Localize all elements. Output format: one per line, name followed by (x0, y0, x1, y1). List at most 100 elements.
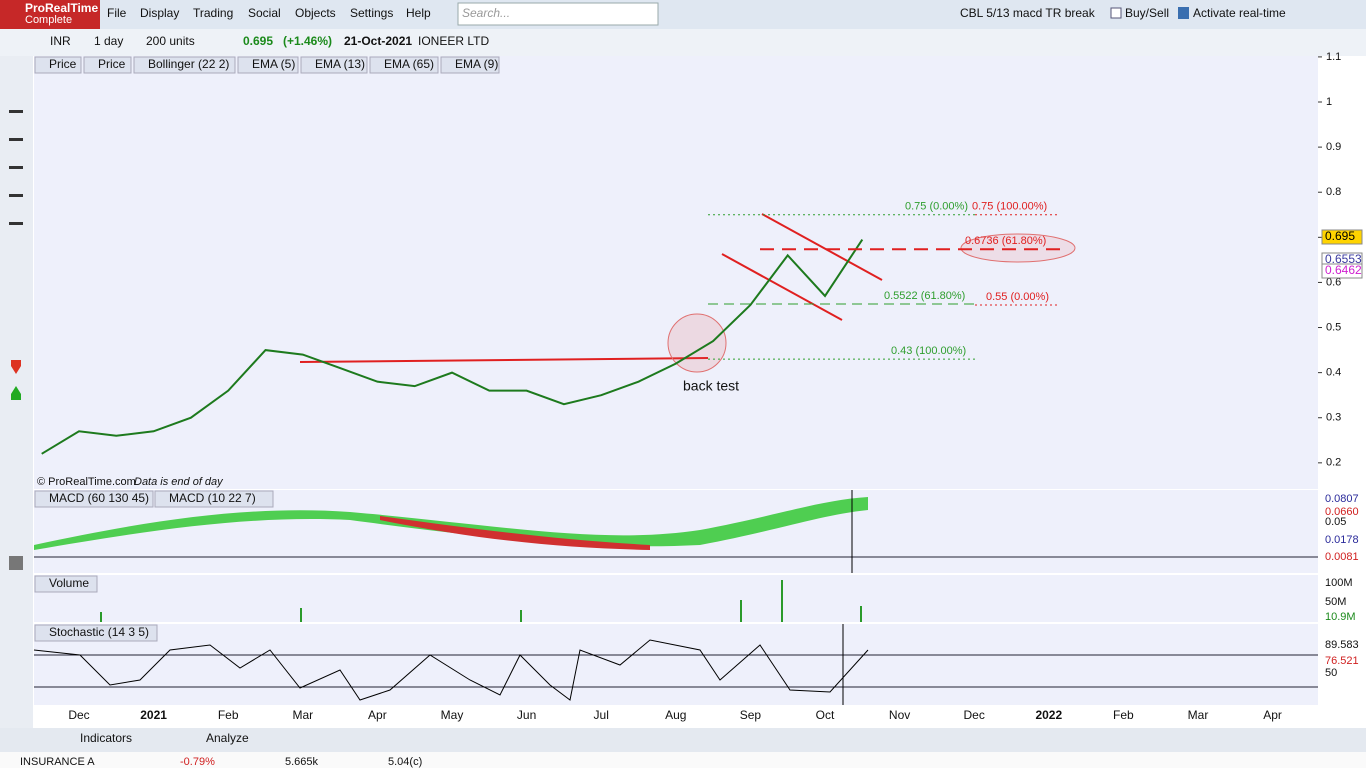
price-line (41, 239, 864, 455)
units[interactable]: 200 units (146, 34, 195, 48)
legend-entry[interactable]: MACD (10 22 7) (169, 491, 256, 505)
tool-icons[interactable] (9, 110, 23, 570)
search-placeholder[interactable]: Search... (462, 6, 510, 20)
legend-box[interactable] (237, 56, 299, 74)
menu-bar (0, 0, 1366, 29)
stochastic-line (33, 639, 869, 701)
fib-label: 0.6736 (61.80%) (965, 235, 1046, 247)
bottom-bar (0, 728, 1366, 752)
legend-box[interactable] (369, 56, 439, 74)
legend-box[interactable] (34, 56, 82, 74)
macd-histogram (34, 497, 868, 550)
legend-box[interactable] (34, 575, 98, 593)
x-tick-label: Apr (368, 708, 387, 722)
data-note: Data is end of day (134, 476, 224, 488)
menu-item[interactable]: Settings (350, 6, 393, 20)
fib-label: 0.55 (0.00%) (986, 291, 1049, 303)
y-tick-label: 0.6 (1326, 276, 1341, 288)
watchlist-cell[interactable]: 5.665k (285, 756, 319, 768)
axis-label: 0.0081 (1325, 551, 1359, 563)
legend-box[interactable] (133, 56, 236, 74)
legend-entry[interactable]: EMA (9) (455, 57, 498, 71)
price-label: 0.695 (1325, 229, 1355, 243)
menu-item[interactable]: Display (140, 6, 179, 20)
legend-entry[interactable]: Volume (49, 576, 89, 590)
analyze-button[interactable]: Analyze (206, 731, 249, 745)
menu-item[interactable]: Objects (295, 6, 336, 20)
brand-box (0, 0, 100, 29)
brand: ProRealTime (25, 1, 98, 15)
fib-label: 0.75 (100.00%) (972, 201, 1047, 213)
date: 21-Oct-2021 (344, 34, 412, 48)
x-tick-label: Dec (964, 708, 985, 722)
x-tick-label: Oct (816, 708, 835, 722)
time-axis (34, 705, 1318, 728)
watchlist-cell[interactable]: INSURANCE A (20, 756, 95, 768)
instrument-name: IONEER LTD (418, 34, 489, 48)
period[interactable]: 1 day (94, 34, 123, 48)
buy-sell[interactable]: Buy/Sell (1125, 6, 1169, 20)
legend-entry[interactable]: Bollinger (22 2) (148, 57, 229, 71)
y-tick-label: 1 (1326, 96, 1332, 108)
menu-item[interactable]: Help (406, 6, 431, 20)
axis-label: 50M (1325, 596, 1346, 608)
y-tick-label: 0.8 (1326, 186, 1341, 198)
search-box[interactable] (457, 2, 659, 26)
stochastic-panel (34, 624, 1318, 705)
fib-label: 0.75 (0.00%) (905, 201, 968, 213)
price-box (1321, 263, 1363, 279)
x-tick-label: Aug (665, 708, 686, 722)
legend-entry[interactable]: MACD (60 130 45) (49, 491, 149, 505)
y-tick-label: 1.1 (1326, 51, 1341, 63)
axis-label: 0.05 (1325, 516, 1346, 528)
edition: Complete (25, 14, 72, 26)
axis-label: 100M (1325, 577, 1353, 589)
legend-box[interactable] (34, 624, 158, 642)
ticker[interactable]: INR (50, 34, 71, 48)
x-tick-label: Jul (594, 708, 609, 722)
workspace[interactable]: CBL 5/13 macd TR break (960, 6, 1096, 20)
annotation: back test (683, 378, 739, 394)
checkbox[interactable] (1110, 7, 1122, 19)
x-tick-label: Jun (517, 708, 536, 722)
x-tick-label: Nov (889, 708, 910, 722)
macd-histogram (380, 516, 650, 550)
axis-label: 50 (1325, 667, 1337, 679)
x-tick-label: May (441, 708, 464, 722)
legend-box[interactable] (83, 56, 132, 74)
legend-box[interactable] (300, 56, 368, 74)
y-tick-label: 0.5 (1326, 321, 1341, 333)
watchlist-cell[interactable]: 5.04(c) (388, 756, 422, 768)
trend-lines (299, 213, 883, 363)
menu-item[interactable]: Social (248, 6, 281, 20)
legend-entry[interactable]: EMA (5) (252, 57, 295, 71)
menu-item[interactable]: Trading (193, 6, 233, 20)
indicators-button[interactable]: Indicators (80, 731, 132, 745)
legend-box[interactable] (34, 490, 154, 508)
menu-item[interactable]: File (107, 6, 127, 20)
legend-entry[interactable]: Price (49, 57, 77, 71)
price-label: 0.6553 (1325, 252, 1362, 266)
activate[interactable]: Activate real-time (1193, 6, 1286, 20)
x-tick-label: Feb (218, 708, 239, 722)
legend-entry[interactable]: Stochastic (14 3 5) (49, 625, 149, 639)
highlight-ellipse (960, 233, 1076, 263)
x-tick-label: 2022 (1035, 708, 1062, 722)
legend-box[interactable] (440, 56, 500, 74)
right-axis (1318, 56, 1366, 728)
price-panel (34, 56, 1318, 489)
icon (1178, 7, 1189, 19)
axis-label: 0.0807 (1325, 493, 1359, 505)
y-tick-label: 0.9 (1326, 141, 1341, 153)
y-tick-label: 0.2 (1326, 457, 1341, 469)
x-tick-label: 2021 (140, 708, 167, 722)
legend-entry[interactable]: EMA (65) (384, 57, 434, 71)
axis-label: 0.0660 (1325, 506, 1359, 518)
price-box (1321, 229, 1363, 245)
watchlist-cell[interactable]: -0.79% (180, 756, 215, 768)
legend-box[interactable] (154, 490, 274, 508)
legend-entry[interactable]: EMA (13) (315, 57, 365, 71)
copyright: © ProRealTime.com (37, 476, 136, 488)
legend-entry[interactable]: Price (98, 57, 126, 71)
